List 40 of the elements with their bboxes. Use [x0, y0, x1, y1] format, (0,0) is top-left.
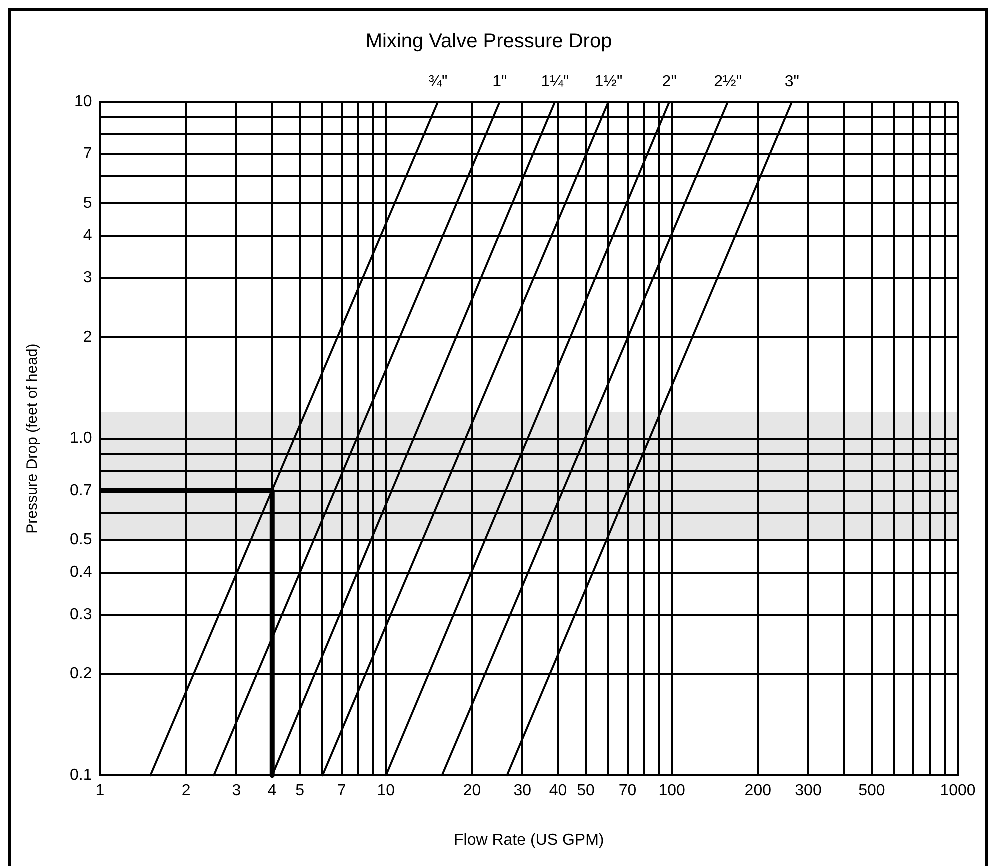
series-label: ¾": [428, 73, 448, 90]
series-label: 3": [784, 73, 800, 90]
y-tick-label: 0.5: [70, 532, 92, 549]
y-tick-label: 0.1: [70, 767, 92, 784]
y-tick-label: 0.4: [70, 564, 92, 582]
x-tick-label: 3: [232, 782, 242, 800]
x-tick-label: 50: [577, 782, 596, 800]
y-tick-label: 0.7: [70, 482, 92, 500]
x-tick-label: 200: [744, 782, 772, 800]
x-tick-label: 100: [658, 782, 686, 800]
y-tick-label: 2: [83, 328, 92, 346]
x-tick-label: 10: [377, 782, 396, 800]
y-tick-label: 1.0: [70, 430, 92, 448]
chart-title: Mixing Valve Pressure Drop: [366, 30, 612, 53]
y-tick-label: 7: [83, 146, 92, 163]
x-tick-label: 7: [337, 782, 346, 800]
x-axis-title: Flow Rate (US GPM): [454, 832, 604, 849]
x-tick-label: 1: [96, 782, 105, 800]
y-tick-label: 5: [83, 194, 92, 212]
y-tick-label: 0.2: [70, 666, 92, 683]
series-label: 2": [662, 73, 677, 90]
x-tick-label: 500: [858, 782, 886, 800]
x-tick-label: 2: [182, 782, 191, 800]
x-tick-label: 20: [463, 782, 482, 800]
series-label: 2½": [714, 73, 742, 90]
y-tick-label: 0.3: [70, 606, 92, 624]
x-tick-label: 1000: [940, 782, 976, 800]
series-label: 1½": [594, 73, 623, 90]
y-tick-label: 3: [83, 270, 92, 287]
y-axis-title: Pressure Drop (feet of head): [24, 344, 42, 534]
x-tick-label: 70: [618, 782, 637, 800]
series-label: 1": [492, 73, 508, 90]
x-tick-label: 300: [795, 782, 822, 800]
series-label: 1¼": [541, 73, 570, 90]
y-tick-label: 10: [74, 93, 92, 110]
y-tick-label: 4: [83, 227, 92, 244]
x-tick-label: 4: [268, 782, 277, 800]
x-tick-label: 5: [296, 782, 305, 800]
x-tick-label: 30: [514, 782, 532, 800]
x-tick-label: 40: [549, 782, 568, 800]
